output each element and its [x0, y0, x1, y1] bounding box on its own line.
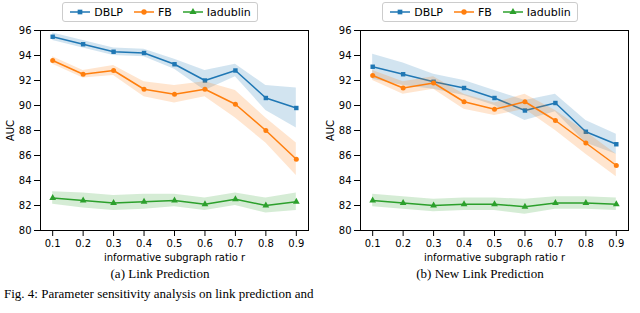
svg-text:92: 92: [339, 75, 352, 86]
svg-text:82: 82: [339, 200, 352, 211]
svg-text:0.8: 0.8: [578, 238, 594, 249]
svg-text:AUC: AUC: [325, 120, 336, 141]
svg-text:90: 90: [339, 100, 352, 111]
svg-text:0.7: 0.7: [227, 238, 243, 249]
svg-text:0.8: 0.8: [258, 238, 274, 249]
html-text:Iadublin: Iadublin: [206, 5, 251, 19]
svg-text:0.5: 0.5: [487, 238, 503, 249]
svg-text:92: 92: [19, 75, 32, 86]
html-text:(a) Link Prediction: (a) Link Prediction: [110, 266, 210, 281]
svg-text:96: 96: [339, 25, 352, 36]
svg-text:86: 86: [19, 150, 32, 161]
html-text:Fig. 4: Parameter sensitivity: Fig. 4: Parameter sensitivity analysis o…: [4, 286, 314, 301]
svg-text:88: 88: [339, 125, 352, 136]
svg-text:0.2: 0.2: [75, 238, 91, 249]
svg-text:0.1: 0.1: [45, 238, 61, 249]
svg-text:0.3: 0.3: [426, 238, 442, 249]
svg-text:AUC: AUC: [5, 120, 16, 141]
html-text:Iadublin: Iadublin: [526, 5, 571, 19]
svg-text:88: 88: [19, 125, 32, 136]
svg-text:0.3: 0.3: [106, 238, 122, 249]
svg-text:86: 86: [339, 150, 352, 161]
svg-text:84: 84: [339, 175, 352, 186]
svg-text:informative subgraph ratio r: informative subgraph ratio r: [104, 252, 246, 263]
svg-text:90: 90: [19, 100, 32, 111]
svg-text:84: 84: [19, 175, 32, 186]
svg-text:0.7: 0.7: [547, 238, 563, 249]
html-text:FB: FB: [157, 5, 172, 19]
svg-text:94: 94: [19, 50, 32, 61]
html-text:DBLP: DBLP: [94, 5, 123, 19]
svg-text:80: 80: [19, 225, 32, 236]
html-text:(b) New Link Prediction: (b) New Link Prediction: [416, 266, 544, 281]
svg-text:0.1: 0.1: [365, 238, 381, 249]
svg-text:0.9: 0.9: [608, 238, 624, 249]
svg-text:0.6: 0.6: [517, 238, 533, 249]
svg-text:0.4: 0.4: [456, 238, 472, 249]
html-text:FB: FB: [477, 5, 492, 19]
svg-text:0.4: 0.4: [136, 238, 152, 249]
html-text:DBLP: DBLP: [414, 5, 443, 19]
svg-text:0.9: 0.9: [288, 238, 304, 249]
svg-text:0.2: 0.2: [395, 238, 411, 249]
svg-text:96: 96: [19, 25, 32, 36]
svg-text:94: 94: [339, 50, 352, 61]
svg-text:80: 80: [339, 225, 352, 236]
svg-text:82: 82: [19, 200, 32, 211]
svg-text:informative subgraph ratio r: informative subgraph ratio r: [424, 252, 566, 263]
svg-text:0.6: 0.6: [197, 238, 213, 249]
svg-text:0.5: 0.5: [167, 238, 183, 249]
